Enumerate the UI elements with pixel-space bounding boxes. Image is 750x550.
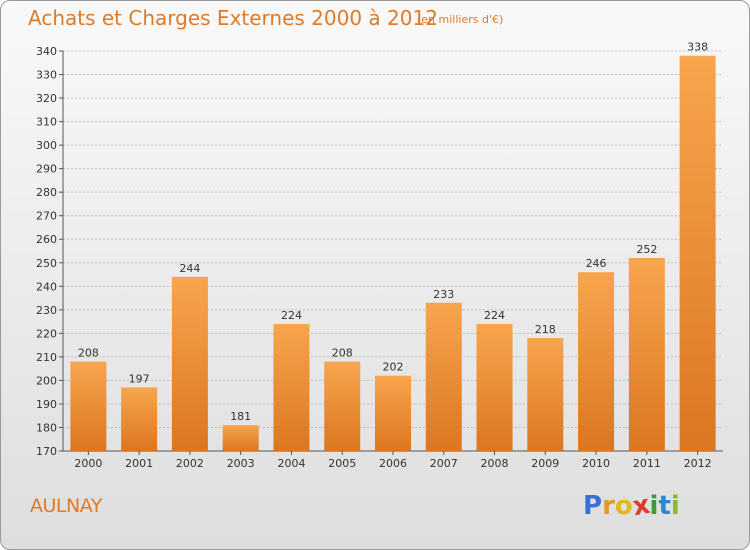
data-label: 224 xyxy=(484,309,505,322)
x-tick-label: 2003 xyxy=(227,457,255,470)
x-tick-label: 2009 xyxy=(531,457,559,470)
bar xyxy=(273,323,310,451)
data-label: 252 xyxy=(636,243,657,256)
y-tick-label: 250 xyxy=(36,257,57,270)
y-tick-label: 240 xyxy=(36,280,57,293)
x-tick-label: 2001 xyxy=(125,457,153,470)
x-tick-label: 2010 xyxy=(582,457,610,470)
x-tick-label: 2006 xyxy=(379,457,407,470)
y-tick-label: 300 xyxy=(36,139,57,152)
y-tick-label: 190 xyxy=(36,398,57,411)
data-label: 244 xyxy=(179,262,200,275)
bar xyxy=(121,387,158,451)
y-tick-label: 280 xyxy=(36,186,57,199)
data-label: 246 xyxy=(586,257,607,270)
logo-letter: r xyxy=(602,491,615,521)
bar xyxy=(171,276,208,451)
bar xyxy=(578,272,615,451)
x-tick-label: 2008 xyxy=(481,457,509,470)
x-tick-label: 2007 xyxy=(430,457,458,470)
y-tick-label: 310 xyxy=(36,116,57,129)
x-tick-label: 2000 xyxy=(74,457,102,470)
bar xyxy=(476,323,513,451)
bar xyxy=(527,338,564,451)
y-tick-label: 170 xyxy=(36,445,57,458)
data-label: 197 xyxy=(129,372,150,385)
bar xyxy=(324,361,361,451)
data-label: 208 xyxy=(78,347,99,360)
chart-title: Achats et Charges Externes 2000 à 2012 xyxy=(28,6,438,30)
y-tick-label: 260 xyxy=(36,233,57,246)
y-tick-label: 320 xyxy=(36,92,57,105)
proxiti-logo: Proxiti xyxy=(583,490,680,522)
bar xyxy=(679,55,716,452)
bar xyxy=(375,375,411,451)
y-tick-label: 330 xyxy=(36,69,57,82)
x-tick-label: 2004 xyxy=(277,457,305,470)
logo-letter: i xyxy=(649,491,659,521)
data-label: 224 xyxy=(281,309,302,322)
y-tick-label: 210 xyxy=(36,351,57,364)
y-tick-label: 220 xyxy=(36,327,57,340)
data-label: 181 xyxy=(230,410,251,423)
data-label: 202 xyxy=(383,361,404,374)
data-label: 338 xyxy=(687,41,708,54)
x-tick-label: 2005 xyxy=(328,457,356,470)
y-tick-label: 230 xyxy=(36,304,57,317)
chart-subtitle: (en milliers d'€) xyxy=(417,13,504,26)
x-tick-label: 2011 xyxy=(633,457,661,470)
data-label: 208 xyxy=(332,347,353,360)
bar xyxy=(425,302,462,451)
data-label: 218 xyxy=(535,323,556,336)
bar xyxy=(628,258,665,451)
logo-letter: o xyxy=(614,491,633,521)
y-tick-label: 290 xyxy=(36,163,57,176)
logo-letter: P xyxy=(583,491,603,521)
y-tick-label: 200 xyxy=(36,374,57,387)
bar xyxy=(222,425,259,451)
data-label: 233 xyxy=(433,288,454,301)
logo-letter: i xyxy=(670,491,680,521)
bar xyxy=(70,361,107,451)
city-name: AULNAY xyxy=(30,495,102,517)
logo-letter: t xyxy=(658,491,671,521)
y-tick-label: 180 xyxy=(36,421,57,434)
x-tick-label: 2002 xyxy=(176,457,204,470)
x-tick-label: 2012 xyxy=(684,457,712,470)
y-tick-label: 340 xyxy=(36,45,57,58)
y-tick-label: 270 xyxy=(36,210,57,223)
